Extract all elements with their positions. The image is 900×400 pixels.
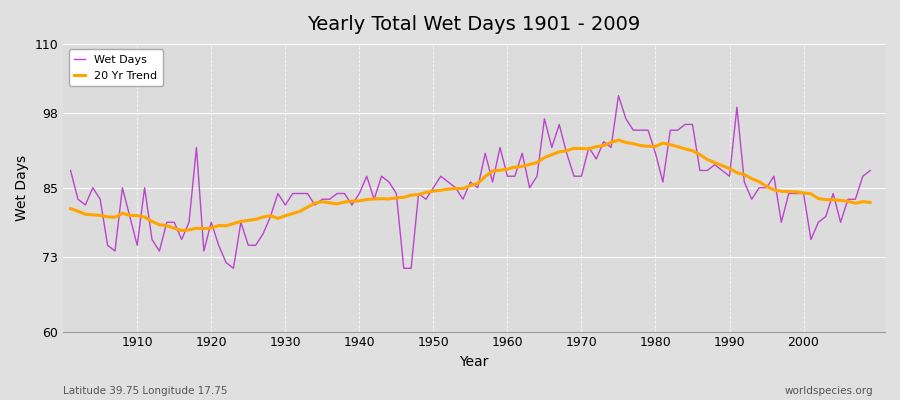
20 Yr Trend — [509, 165, 520, 170]
Wet Days — [124, 214, 135, 219]
20 Yr Trend — [502, 167, 513, 172]
Wet Days — [502, 174, 513, 179]
X-axis label: Year: Year — [459, 355, 489, 369]
20 Yr Trend — [598, 143, 609, 148]
Wet Days — [509, 174, 520, 179]
Wet Days — [865, 168, 876, 173]
20 Yr Trend — [865, 200, 876, 205]
Line: Wet Days: Wet Days — [70, 96, 870, 268]
Text: Latitude 39.75 Longitude 17.75: Latitude 39.75 Longitude 17.75 — [63, 386, 228, 396]
Wet Days — [228, 266, 238, 271]
20 Yr Trend — [613, 138, 624, 142]
Title: Yearly Total Wet Days 1901 - 2009: Yearly Total Wet Days 1901 - 2009 — [308, 15, 641, 34]
Wet Days — [598, 139, 609, 144]
Line: 20 Yr Trend: 20 Yr Trend — [70, 140, 870, 230]
20 Yr Trend — [176, 228, 187, 233]
Wet Days — [339, 191, 350, 196]
Wet Days — [294, 191, 305, 196]
20 Yr Trend — [65, 206, 76, 211]
Wet Days — [65, 168, 76, 173]
20 Yr Trend — [124, 213, 135, 218]
Legend: Wet Days, 20 Yr Trend: Wet Days, 20 Yr Trend — [68, 50, 163, 86]
20 Yr Trend — [339, 200, 350, 204]
Wet Days — [613, 93, 624, 98]
Y-axis label: Wet Days: Wet Days — [15, 155, 29, 221]
20 Yr Trend — [294, 209, 305, 214]
Text: worldspecies.org: worldspecies.org — [785, 386, 873, 396]
